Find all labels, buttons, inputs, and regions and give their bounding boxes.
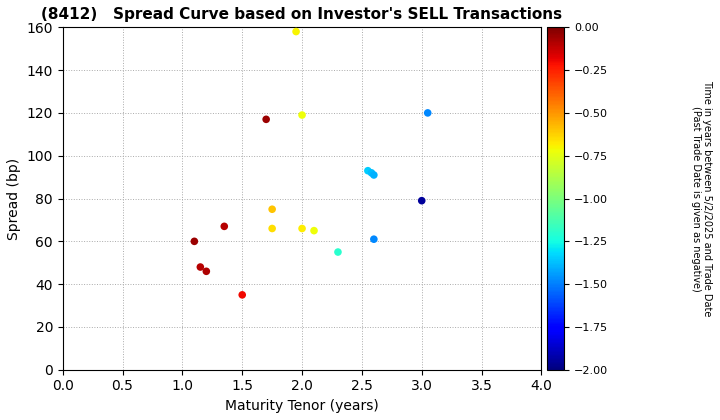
Point: [368, 172, 379, 178]
Point: [201, 268, 212, 275]
Point: [266, 225, 278, 232]
Point: [194, 264, 206, 270]
Point: [297, 225, 308, 232]
Point: [236, 291, 248, 298]
Point: [362, 167, 374, 174]
Point: [368, 236, 379, 243]
Point: [218, 223, 230, 230]
Y-axis label: Time in years between 5/2/2025 and Trade Date
(Past Trade Date is given as negat: Time in years between 5/2/2025 and Trade…: [690, 80, 712, 317]
Point: [189, 238, 200, 245]
Point: [332, 249, 343, 255]
Point: [308, 227, 320, 234]
Point: [297, 112, 308, 118]
Point: [422, 110, 433, 116]
Point: [261, 116, 272, 123]
Point: [290, 28, 302, 35]
X-axis label: Maturity Tenor (years): Maturity Tenor (years): [225, 399, 379, 413]
Point: [416, 197, 428, 204]
Title: (8412)   Spread Curve based on Investor's SELL Transactions: (8412) Spread Curve based on Investor's …: [42, 7, 562, 22]
Point: [366, 170, 377, 176]
Y-axis label: Spread (bp): Spread (bp): [7, 158, 21, 239]
Point: [266, 206, 278, 213]
